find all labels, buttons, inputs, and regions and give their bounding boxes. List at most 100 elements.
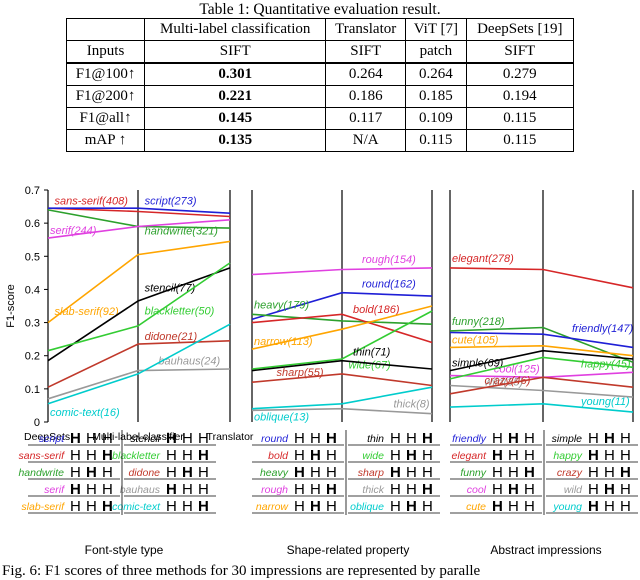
series-line: [251, 310, 433, 370]
sample-label: bauhaus: [120, 484, 161, 496]
sample-label: elegant: [452, 450, 488, 462]
y-tick-label: 0.7: [25, 185, 40, 197]
sample-glyph: H: [604, 447, 615, 464]
table-cell: 0.194: [465, 85, 575, 108]
sample-glyph: H: [198, 498, 209, 515]
sample-glyph: H: [422, 498, 433, 515]
series-line: [449, 349, 634, 372]
sample-glyph: H: [422, 481, 433, 498]
sample-glyph: H: [588, 430, 599, 447]
table-cell-best: 0.145: [144, 107, 327, 130]
sample-label: thin: [367, 433, 384, 445]
table-cell: 0.115: [465, 129, 575, 152]
table-cell: 0.117: [325, 107, 407, 130]
sample-label: stencil: [130, 433, 160, 445]
series-line: [251, 305, 433, 350]
sample-glyph: H: [604, 481, 615, 498]
sample-glyph: H: [182, 498, 193, 515]
sample-glyph: H: [70, 447, 81, 464]
series-label: young(11): [580, 396, 630, 408]
sample-glyph: H: [198, 464, 209, 481]
y-tick-label: 0.2: [25, 351, 40, 363]
table-row: F1@200↑ 0.221 0.186 0.185 0.194: [65, 85, 575, 108]
sample-glyph: H: [524, 430, 535, 447]
series-line: [47, 219, 231, 239]
sample-label: didone: [128, 467, 160, 479]
table-header-cell: ViT [7]: [405, 18, 467, 41]
table-cell: 0.115: [405, 129, 467, 152]
sample-glyph: H: [620, 481, 631, 498]
sample-label: cute: [466, 501, 486, 513]
sample-glyph: H: [86, 447, 97, 464]
table-cell: 0.115: [465, 107, 575, 130]
sample-glyph: H: [294, 498, 305, 515]
sample-glyph: H: [310, 430, 321, 447]
sample-glyph: H: [604, 430, 615, 447]
sample-label: round: [261, 433, 289, 445]
y-axis-label: F1-score: [5, 284, 17, 327]
series-line: [47, 262, 231, 352]
sample-glyph: H: [508, 430, 519, 447]
sample-glyph: H: [406, 464, 417, 481]
sample-glyph: H: [390, 481, 401, 498]
sample-glyph: H: [70, 481, 81, 498]
series-line: [251, 407, 433, 415]
sample-glyph: H: [294, 464, 305, 481]
sample-glyph: H: [620, 464, 631, 481]
sample-glyph: H: [326, 464, 337, 481]
sample-glyph: H: [102, 464, 113, 481]
series-label: round(162): [362, 278, 416, 290]
sample-glyph: H: [604, 498, 615, 515]
sample-glyph: H: [326, 430, 337, 447]
series-label: funny(218): [452, 316, 505, 328]
sample-glyph: H: [524, 498, 535, 515]
series-label: comic-text(16): [50, 407, 120, 419]
table-row: F1@100↑ 0.301 0.264 0.264 0.279: [65, 62, 575, 86]
sample-glyph: H: [524, 447, 535, 464]
table-inputs-row: Inputs SIFT SIFT patch SIFT: [65, 40, 575, 64]
table-metric-cell: F1@100↑: [65, 62, 146, 86]
table-header-row: Multi-label classification Translator Vi…: [65, 18, 575, 41]
sample-glyph: H: [294, 481, 305, 498]
sample-glyph: H: [406, 481, 417, 498]
y-tick-label: 0: [34, 417, 40, 429]
series-label: narrow(113): [254, 336, 313, 348]
sample-glyph: H: [588, 464, 599, 481]
series-label: bauhaus(24): [158, 355, 220, 367]
sample-glyph: H: [86, 481, 97, 498]
table-cell-best: 0.301: [144, 62, 327, 86]
series-label: blackletter(50): [145, 306, 215, 318]
sample-glyph: H: [620, 447, 631, 464]
sample-glyph: H: [166, 498, 177, 515]
y-tick-label: 0.4: [25, 284, 40, 296]
table-header-cell: Multi-label classification: [144, 18, 327, 41]
sample-glyph: H: [492, 498, 503, 515]
panel-title: Abstract impressions: [490, 543, 601, 557]
sample-label: blackletter: [112, 450, 160, 462]
series-label: thick(8): [394, 398, 430, 410]
sample-glyph: H: [198, 430, 209, 447]
sample-glyph: H: [492, 464, 503, 481]
sample-glyph: H: [166, 430, 177, 447]
sample-glyph: H: [390, 447, 401, 464]
series-line: [449, 384, 634, 398]
table-cell: 0.264: [405, 62, 467, 86]
series-line: [449, 267, 634, 289]
series-label: cute(105): [452, 334, 499, 346]
series-line: [251, 313, 433, 344]
y-tick-label: 0.1: [25, 384, 40, 396]
series-line: [449, 326, 634, 364]
table-cell: 0.109: [405, 107, 467, 130]
series-label: sharp(55): [277, 367, 324, 379]
sample-label: crazy: [557, 467, 583, 479]
x-category-label: DeepSets: [24, 431, 70, 443]
sample-label: happy: [553, 450, 582, 462]
sample-glyph: H: [524, 464, 535, 481]
sample-label: sans-serif: [18, 450, 65, 462]
parallel-coordinates-figure: 0 0.1 0.2 0.3 0.4 0.5 0.6 0.7 F1-score DeepSets Mu…: [5, 185, 638, 557]
series-line: [47, 323, 231, 405]
series-line: [47, 267, 231, 362]
sample-glyph: H: [390, 464, 401, 481]
sample-glyph: H: [508, 498, 519, 515]
sample-glyph: H: [492, 447, 503, 464]
